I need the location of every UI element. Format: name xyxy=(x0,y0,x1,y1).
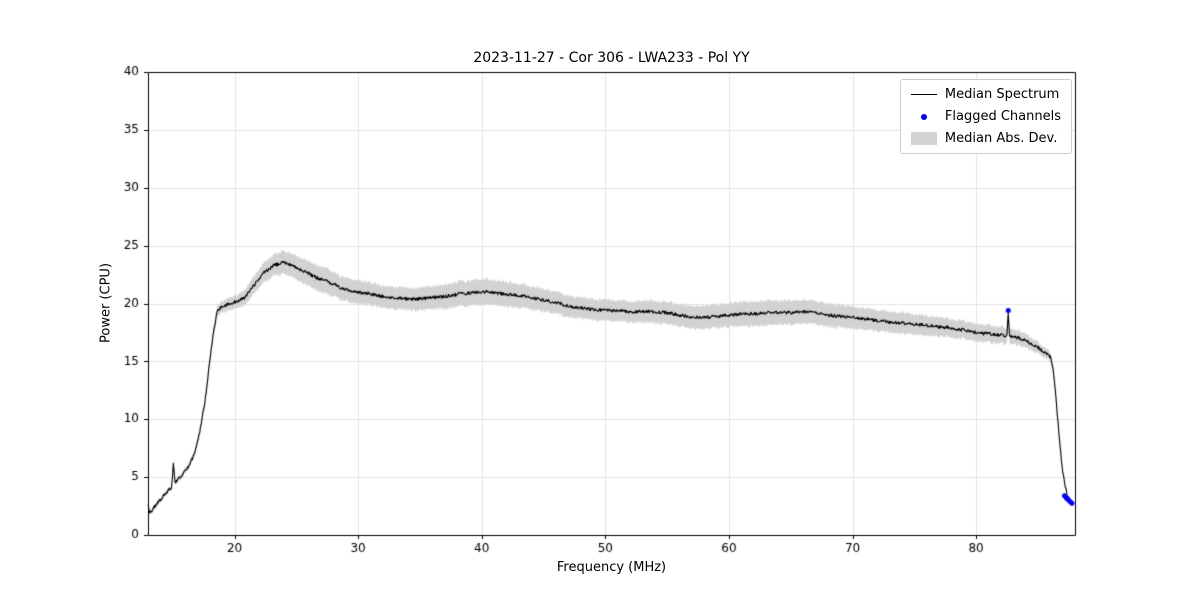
y-axis-label: Power (CPU) xyxy=(98,262,114,344)
x-axis-label: Frequency (MHz) xyxy=(556,560,667,575)
chart-title: 2023-11-27 - Cor 306 - LWA233 - Pol YY xyxy=(473,50,750,66)
legend-entry-median-spectrum: Median Spectrum xyxy=(910,87,1061,102)
legend-entry-median-abs-dev: Median Abs. Dev. xyxy=(910,131,1061,146)
median-abs-dev-patch-swatch xyxy=(910,132,937,145)
legend-label-median-spectrum: Median Spectrum xyxy=(944,87,1060,102)
legend-entry-flagged-channels: Flagged Channels xyxy=(911,109,1061,124)
legend-label-median-abs-dev: Median Abs. Dev. xyxy=(944,131,1058,146)
legend-label-flagged-channels: Flagged Channels xyxy=(944,109,1061,124)
median-spectrum-line-swatch xyxy=(910,94,937,95)
legend: Median Spectrum Flagged Channels Median … xyxy=(899,79,1072,154)
flagged-channels-marker-swatch xyxy=(911,113,937,120)
